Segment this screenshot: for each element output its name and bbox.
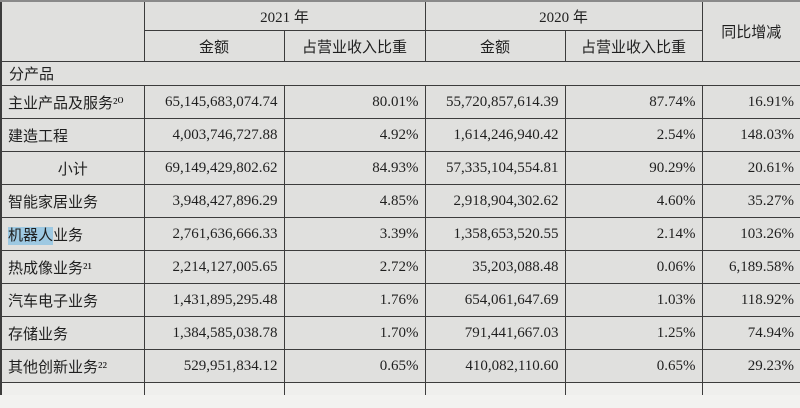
cell-yoy: 148.03% [701, 118, 800, 152]
header-pct-of-revenue-2021: 占营业收入比重 [283, 30, 426, 62]
cell-amount-2020: 654,061,647.69 [424, 283, 566, 317]
cell-pct-2021: 2.72% [283, 250, 426, 284]
cell-yoy: 20.61% [701, 151, 800, 185]
table-row-partial [0, 382, 800, 395]
row-label: 小计 [0, 151, 145, 185]
cell-pct-2021: 1.70% [283, 316, 426, 350]
cell-amount-2021: 2,214,127,005.65 [143, 250, 285, 284]
cell-amount-2021: 69,149,429,802.62 [143, 151, 285, 185]
partial-cell [424, 382, 566, 395]
cell-amount-2020: 1,614,246,940.42 [424, 118, 566, 152]
cell-pct-2020: 90.29% [564, 151, 703, 185]
cell-pct-2021: 0.65% [283, 349, 426, 383]
cell-pct-2020: 0.65% [564, 349, 703, 383]
table-row-other-innovation: 其他创新业务²² 529,951,834.12 0.65% 410,082,11… [0, 349, 800, 383]
cell-amount-2020: 55,720,857,614.39 [424, 85, 566, 119]
section-label-by-product: 分产品 [0, 61, 800, 86]
cell-yoy: 29.23% [701, 349, 800, 383]
cell-amount-2021: 529,951,834.12 [143, 349, 285, 383]
table-row-construction: 建造工程 4,003,746,727.88 4.92% 1,614,246,94… [0, 118, 800, 152]
header-amount-2020: 金额 [424, 30, 566, 62]
partial-cell [564, 382, 703, 395]
section-row: 分产品 [0, 61, 800, 86]
cell-pct-2020: 0.06% [564, 250, 703, 284]
robot-highlight: 机器人 [8, 226, 54, 245]
cell-amount-2020: 57,335,104,554.81 [424, 151, 566, 185]
cell-amount-2021: 2,761,636,666.33 [143, 217, 285, 251]
row-label: 其他创新业务²² [0, 349, 145, 383]
cell-yoy: 103.26% [701, 217, 800, 251]
cell-pct-2020: 2.54% [564, 118, 703, 152]
table-row-automotive-electronics: 汽车电子业务 1,431,895,295.48 1.76% 654,061,64… [0, 283, 800, 317]
partial-cell [283, 382, 426, 395]
header-year-2020: 2020 年 [424, 0, 703, 31]
cell-pct-2020: 2.14% [564, 217, 703, 251]
cell-pct-2020: 87.74% [564, 85, 703, 119]
cell-yoy: 118.92% [701, 283, 800, 317]
row-label: 汽车电子业务 [0, 283, 145, 317]
header-amount-2021: 金额 [143, 30, 285, 62]
cell-amount-2020: 791,441,667.03 [424, 316, 566, 350]
cell-pct-2020: 1.25% [564, 316, 703, 350]
row-label-rest: 业务 [53, 227, 84, 244]
cell-pct-2021: 4.92% [283, 118, 426, 152]
cell-amount-2021: 3,948,427,896.29 [143, 184, 285, 218]
cell-pct-2021: 84.93% [283, 151, 426, 185]
cell-amount-2020: 2,918,904,302.62 [424, 184, 566, 218]
row-label: 智能家居业务 [0, 184, 145, 218]
product-revenue-table: 2021 年 2020 年 同比增减 金额 占营业收入比重 金额 占营业收入比重… [0, 0, 800, 395]
partial-cell [143, 382, 285, 395]
header-yoy-change: 同比增减 [701, 0, 800, 62]
row-label: 存储业务 [0, 316, 145, 350]
cell-pct-2021: 3.39% [283, 217, 426, 251]
cell-pct-2020: 4.60% [564, 184, 703, 218]
table-row-smart-home: 智能家居业务 3,948,427,896.29 4.85% 2,918,904,… [0, 184, 800, 218]
header-pct-of-revenue-2020: 占营业收入比重 [564, 30, 703, 62]
row-label: 热成像业务²¹ [0, 250, 145, 284]
cell-amount-2021: 1,431,895,295.48 [143, 283, 285, 317]
cell-pct-2021: 80.01% [283, 85, 426, 119]
cell-pct-2021: 4.85% [283, 184, 426, 218]
cell-amount-2021: 4,003,746,727.88 [143, 118, 285, 152]
cell-amount-2020: 410,082,110.60 [424, 349, 566, 383]
row-label: 建造工程 [0, 118, 145, 152]
cell-amount-2020: 1,358,653,520.55 [424, 217, 566, 251]
table-row-storage: 存储业务 1,384,585,038.78 1.70% 791,441,667.… [0, 316, 800, 350]
corner-cell [0, 0, 145, 62]
table-row-main-products-services: 主业产品及服务²⁰ 65,145,683,074.74 80.01% 55,72… [0, 85, 800, 119]
table-row-robotics: 机器人业务 2,761,636,666.33 3.39% 1,358,653,5… [0, 217, 800, 251]
table-row-thermal-imaging: 热成像业务²¹ 2,214,127,005.65 2.72% 35,203,08… [0, 250, 800, 284]
cell-pct-2020: 1.03% [564, 283, 703, 317]
header-year-2021: 2021 年 [143, 0, 426, 31]
partial-cell [0, 382, 145, 395]
partial-cell [701, 382, 800, 395]
cell-yoy: 74.94% [701, 316, 800, 350]
cell-yoy: 35.27% [701, 184, 800, 218]
cell-amount-2021: 1,384,585,038.78 [143, 316, 285, 350]
table-row-subtotal: 小计 69,149,429,802.62 84.93% 57,335,104,5… [0, 151, 800, 185]
row-label: 机器人业务 [0, 217, 145, 251]
cell-amount-2021: 65,145,683,074.74 [143, 85, 285, 119]
cell-amount-2020: 35,203,088.48 [424, 250, 566, 284]
cell-pct-2021: 1.76% [283, 283, 426, 317]
cell-yoy: 16.91% [701, 85, 800, 119]
row-label: 主业产品及服务²⁰ [0, 85, 145, 119]
cell-yoy: 6,189.58% [701, 250, 800, 284]
